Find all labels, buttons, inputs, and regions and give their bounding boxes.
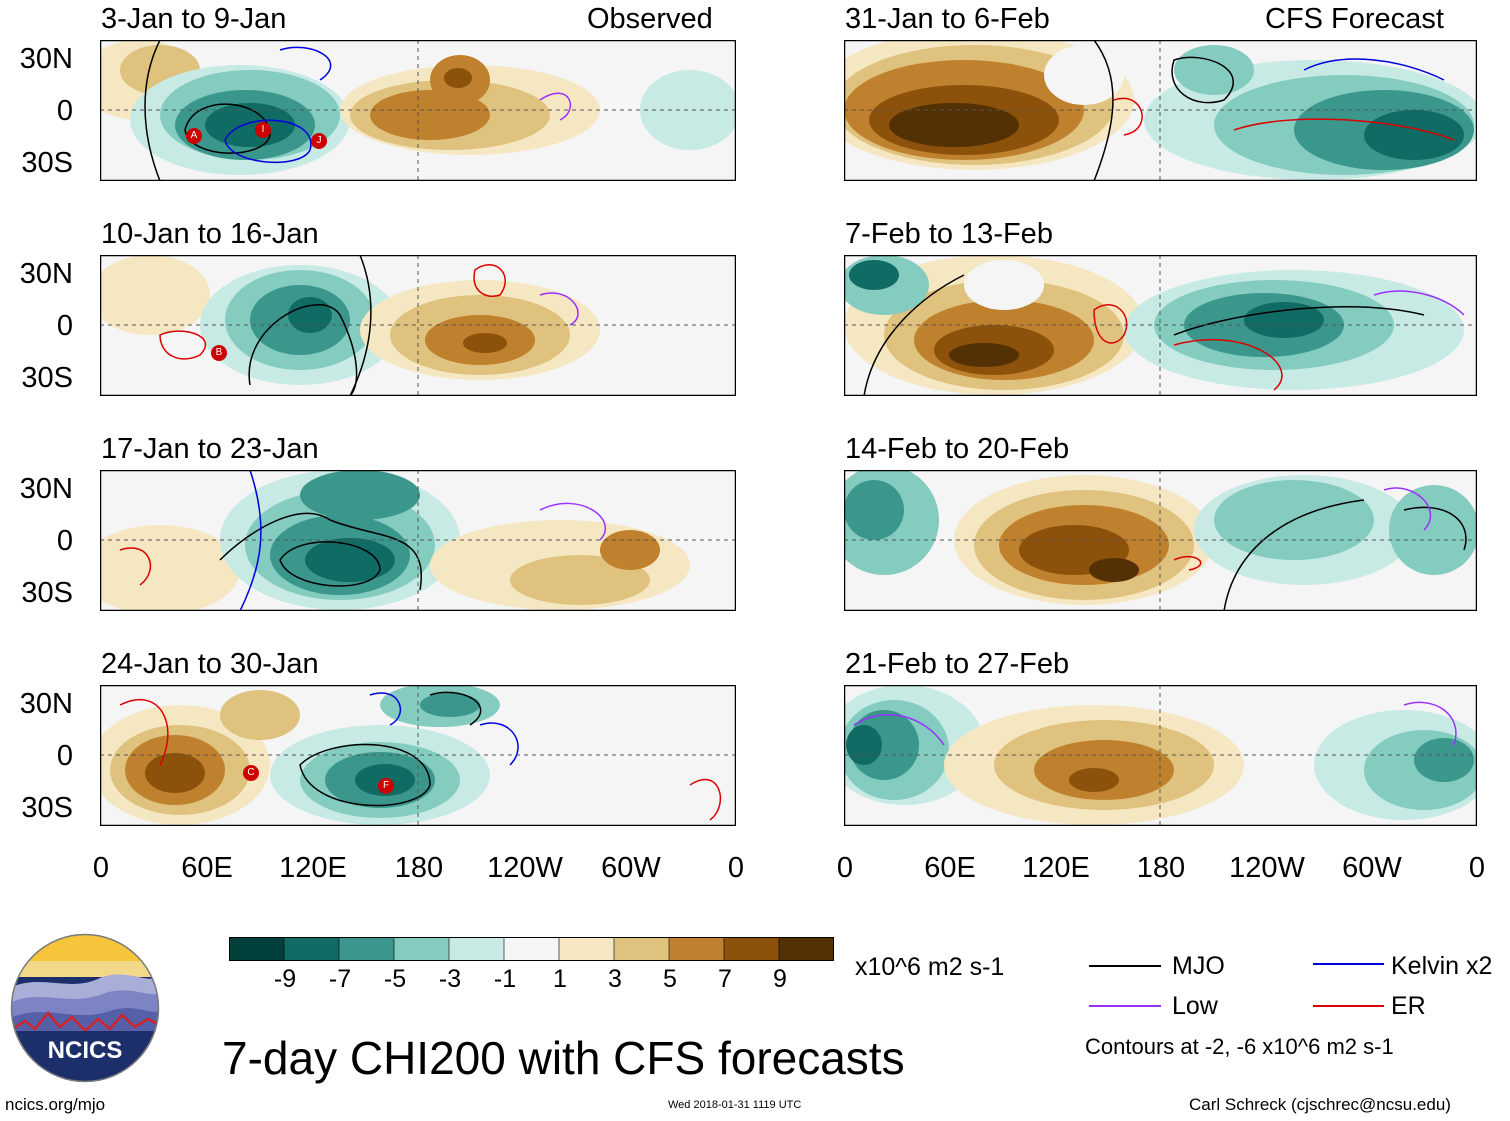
colorbar-swatch <box>668 937 725 961</box>
x-label: 180 <box>394 852 444 884</box>
x-label: 180 <box>1136 852 1186 884</box>
panel-title-fc-4: 21-Feb to 27-Feb <box>845 648 1070 680</box>
logo-text: NCICS <box>48 1037 123 1064</box>
colorbar-label: -7 <box>328 965 352 993</box>
y-label-30s: 30S <box>21 792 73 824</box>
footer-credit: Carl Schreck (cjschrec@ncsu.edu) <box>1189 1095 1451 1114</box>
footer-url[interactable]: ncics.org/mjo <box>5 1095 106 1114</box>
colorbar-label: -1 <box>493 965 517 993</box>
colorbar-units: x10^6 m2 s-1 <box>855 953 1005 981</box>
x-label: 0 <box>1468 852 1486 884</box>
x-label: 60W <box>601 852 661 884</box>
y-label-0: 0 <box>56 95 73 127</box>
footer-timestamp: Wed 2018-01-31 1119 UTC <box>668 1099 802 1111</box>
y-label-0: 0 <box>56 740 73 772</box>
x-label: 0 <box>836 852 854 884</box>
legend-line-kelvin <box>1313 963 1384 965</box>
storm-marker: A <box>186 128 202 144</box>
storm-marker: J <box>311 133 327 149</box>
panel-title-fc-2: 7-Feb to 13-Feb <box>845 218 1053 250</box>
colorbar-label: -9 <box>273 965 297 993</box>
y-label-30s: 30S <box>21 362 73 394</box>
colorbar-label: 3 <box>608 965 622 993</box>
colorbar-label: -3 <box>438 965 462 993</box>
panel-title-obs-1: 3-Jan to 9-Jan <box>101 3 287 35</box>
map-panel-obs-1 <box>100 40 736 181</box>
y-label-0: 0 <box>56 310 73 342</box>
colorbar-label: 9 <box>773 965 787 993</box>
map-panel-fc-2 <box>844 255 1477 396</box>
y-label-30s: 30S <box>21 577 73 609</box>
map-panel-fc-4 <box>844 685 1477 826</box>
ncics-logo: NCICS <box>10 933 160 1083</box>
y-label-30n: 30N <box>19 688 73 720</box>
x-label: 120W <box>487 852 563 884</box>
x-label: 120W <box>1229 852 1305 884</box>
colorbar-swatch <box>778 937 834 961</box>
panel-title-fc-1: 31-Jan to 6-Feb <box>845 3 1050 35</box>
colorbar-swatch <box>338 937 395 961</box>
legend-line-er <box>1313 1005 1384 1007</box>
legend-label-low: Low <box>1172 992 1218 1020</box>
colorbar-swatch <box>558 937 615 961</box>
storm-marker: I <box>255 122 271 138</box>
x-label: 120E <box>1022 852 1090 884</box>
colorbar-label: 1 <box>553 965 567 993</box>
colorbar-label: 7 <box>718 965 732 993</box>
panel-title-fc-3: 14-Feb to 20-Feb <box>845 433 1070 465</box>
x-label: 0 <box>727 852 745 884</box>
forecast-label: CFS Forecast <box>1265 3 1444 35</box>
observed-label: Observed <box>587 3 713 35</box>
colorbar-label: -5 <box>383 965 407 993</box>
colorbar-swatch <box>229 937 285 961</box>
legend-line-mjo <box>1089 965 1161 967</box>
colorbar-label: 5 <box>663 965 677 993</box>
map-panel-fc-1 <box>844 40 1477 181</box>
x-label: 60E <box>924 852 976 884</box>
map-panel-obs-4 <box>100 685 736 826</box>
map-panel-obs-2 <box>100 255 736 396</box>
legend-label-kelvin: Kelvin x2 <box>1391 952 1493 980</box>
x-label: 0 <box>92 852 110 884</box>
legend-label-er: ER <box>1391 992 1426 1020</box>
legend-label-mjo: MJO <box>1172 952 1225 980</box>
map-panel-obs-3 <box>100 470 736 611</box>
panel-title-obs-3: 17-Jan to 23-Jan <box>101 433 319 465</box>
x-label: 60W <box>1342 852 1402 884</box>
colorbar-swatch <box>503 937 560 961</box>
main-title: 7-day CHI200 with CFS forecasts <box>222 1032 905 1084</box>
x-label: 60E <box>181 852 233 884</box>
x-label: 120E <box>279 852 347 884</box>
colorbar-swatch <box>393 937 450 961</box>
colorbar-swatch <box>448 937 505 961</box>
colorbar-swatch <box>283 937 340 961</box>
y-label-0: 0 <box>56 525 73 557</box>
legend-line-low <box>1089 1005 1161 1007</box>
storm-marker: C <box>243 765 259 781</box>
map-panel-fc-3 <box>844 470 1477 611</box>
storm-marker: B <box>211 345 227 361</box>
colorbar-swatch <box>613 937 670 961</box>
panel-title-obs-4: 24-Jan to 30-Jan <box>101 648 319 680</box>
y-label-30n: 30N <box>19 473 73 505</box>
colorbar-swatch <box>723 937 780 961</box>
y-label-30n: 30N <box>19 258 73 290</box>
panel-title-obs-2: 10-Jan to 16-Jan <box>101 218 319 250</box>
contours-note: Contours at -2, -6 x10^6 m2 s-1 <box>1085 1034 1394 1059</box>
y-label-30n: 30N <box>19 43 73 75</box>
y-label-30s: 30S <box>21 147 73 179</box>
storm-marker: F <box>378 778 394 794</box>
colorbar <box>229 937 834 961</box>
